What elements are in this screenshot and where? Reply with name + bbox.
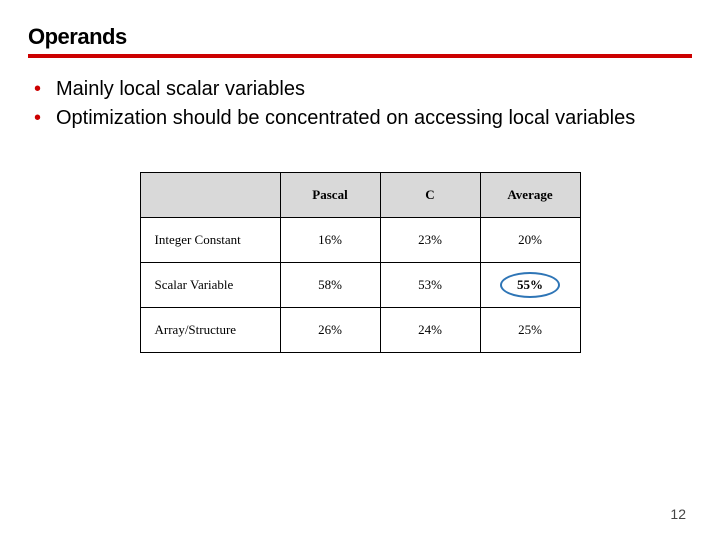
page-title: Operands bbox=[28, 24, 692, 50]
table-row: Scalar Variable 58% 53% 55% bbox=[140, 263, 580, 308]
cell-avg-value: 55% bbox=[517, 277, 543, 292]
page-number: 12 bbox=[670, 506, 686, 522]
table-header-cell: Pascal bbox=[280, 173, 380, 218]
cell-c: 53% bbox=[380, 263, 480, 308]
cell-avg: 25% bbox=[480, 308, 580, 353]
title-divider bbox=[28, 54, 692, 58]
bullet-item: Optimization should be concentrated on a… bbox=[34, 105, 692, 132]
table-header-cell bbox=[140, 173, 280, 218]
table-header-cell: C bbox=[380, 173, 480, 218]
cell-c: 23% bbox=[380, 218, 480, 263]
cell-avg-highlighted: 55% bbox=[480, 263, 580, 308]
cell-pascal: 16% bbox=[280, 218, 380, 263]
cell-pascal: 58% bbox=[280, 263, 380, 308]
row-label: Scalar Variable bbox=[140, 263, 280, 308]
bullet-item: Mainly local scalar variables bbox=[34, 76, 692, 103]
cell-pascal: 26% bbox=[280, 308, 380, 353]
table-header-cell: Average bbox=[480, 173, 580, 218]
row-label: Integer Constant bbox=[140, 218, 280, 263]
bullet-list: Mainly local scalar variables Optimizati… bbox=[28, 76, 692, 132]
table-container: Pascal C Average Integer Constant 16% 23… bbox=[28, 172, 692, 353]
cell-c: 24% bbox=[380, 308, 480, 353]
operands-table: Pascal C Average Integer Constant 16% 23… bbox=[140, 172, 581, 353]
table-header-row: Pascal C Average bbox=[140, 173, 580, 218]
cell-avg: 20% bbox=[480, 218, 580, 263]
table-row: Integer Constant 16% 23% 20% bbox=[140, 218, 580, 263]
table-row: Array/Structure 26% 24% 25% bbox=[140, 308, 580, 353]
row-label: Array/Structure bbox=[140, 308, 280, 353]
